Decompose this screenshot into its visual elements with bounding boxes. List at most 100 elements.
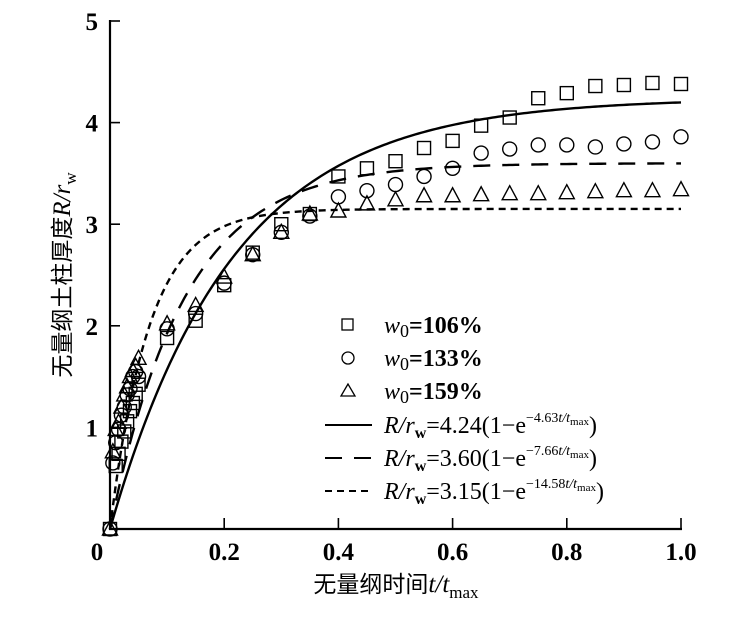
triangle-point (112, 397, 131, 414)
circle-point (559, 137, 575, 153)
x-var-t: t (428, 571, 436, 598)
y-ticks: 1 2 3 4 5 (86, 9, 120, 442)
legend-item-fit-133: R/rw=3.60(1−e−7.66t/tmax) (325, 444, 597, 475)
x-tick-label: 0.4 (323, 539, 355, 566)
legend-item-133: w0=133% (341, 346, 483, 374)
triangle-point (272, 222, 290, 240)
square-point (111, 446, 126, 462)
triangle-point (615, 181, 633, 198)
circle-point (530, 137, 546, 153)
square-point (616, 77, 632, 93)
square-point (559, 85, 574, 101)
triangle-point (118, 377, 136, 394)
circle-point (644, 134, 661, 150)
triangle-point (386, 190, 405, 207)
square-point (645, 75, 660, 91)
svg-text:R/rw=3.60(1−e−7.66t/tmax): R/rw=3.60(1−e−7.66t/tmax) (383, 444, 597, 475)
x-ticks: 0 0.2 0.4 0.6 0.8 1.0 (91, 518, 697, 566)
y-tick-label: 5 (86, 9, 99, 36)
triangle-point (186, 295, 205, 313)
square-point (473, 118, 489, 133)
triangle-point (415, 186, 433, 203)
fit-133-curve (108, 162, 682, 530)
triangle-point (115, 385, 133, 402)
svg-text:R/rw=3.15(1−e−14.58t/tmax): R/rw=3.15(1−e−14.58t/tmax) (383, 477, 604, 508)
y-tick-label: 3 (86, 212, 99, 239)
y-tick-label: 1 (86, 415, 99, 442)
triangle-point (301, 204, 319, 221)
square-point (125, 395, 141, 411)
triangle-point (109, 412, 128, 430)
triangle-point (158, 314, 176, 331)
circle-point (502, 141, 518, 157)
circle-point (473, 145, 489, 161)
square-point (128, 386, 143, 402)
legend-item-fit-159: R/rw=3.15(1−e−14.58t/tmax) (325, 477, 604, 508)
square-point (416, 140, 432, 156)
triangle-point (529, 184, 547, 201)
legend-item-fit-106: R/rw=4.24(1−e−4.63t/tmax) (325, 411, 597, 442)
legend-circle-marker (341, 351, 355, 365)
square-point (359, 161, 375, 176)
square-point (119, 414, 135, 429)
x-axis-title: 无量纲时间t/tmax (313, 571, 479, 602)
circle-point (105, 455, 121, 471)
circle-point (302, 208, 318, 224)
triangle-point (329, 201, 348, 218)
x-tick-label: 0.6 (437, 539, 468, 566)
y-tick-label: 2 (86, 314, 99, 341)
circle-point (113, 407, 130, 423)
square-point (531, 91, 546, 106)
circle-point (587, 139, 604, 155)
circle-point (187, 305, 204, 322)
y-axis-title: 无量纲土柱厚度R/rw (49, 172, 80, 378)
circle-point (416, 168, 432, 185)
axes (108, 20, 682, 531)
triangle-point (443, 186, 462, 203)
circle-point (616, 136, 632, 152)
fit-curves (108, 101, 682, 530)
fit-106-curve (108, 101, 682, 530)
square-point (388, 154, 403, 169)
svg-text:R/rw=4.24(1−e−4.63t/tmax): R/rw=4.24(1−e−4.63t/tmax) (383, 411, 597, 442)
data-markers (101, 75, 690, 537)
legend-item-159: w0=159% (339, 379, 483, 407)
y-tick-label: 4 (86, 111, 99, 138)
x-tick-label: 0 (91, 539, 104, 566)
square-point (588, 78, 603, 94)
square-point (188, 313, 203, 328)
square-point (502, 110, 517, 125)
legend: w0=106% w0=133% w0=159% R/rw=4.24(1−e−4.… (325, 313, 604, 508)
series-triangles (101, 180, 690, 536)
triangle-point (643, 181, 662, 198)
legend-square-marker (341, 318, 354, 331)
triangle-point (129, 348, 148, 366)
square-point (274, 216, 289, 232)
x-tick-label: 0.8 (551, 539, 582, 566)
svg-text:w0=106%: w0=106% (384, 313, 483, 341)
legend-triangle-marker (339, 382, 357, 397)
triangle-point (215, 267, 233, 284)
triangle-point (672, 180, 690, 197)
triangle-point (244, 245, 262, 262)
triangle-point (501, 184, 519, 201)
square-point (445, 133, 460, 149)
triangle-point (586, 182, 605, 199)
triangle-point (358, 194, 376, 211)
circle-point (387, 176, 404, 193)
triangle-point (558, 183, 576, 200)
svg-text:w0=159%: w0=159% (384, 379, 483, 407)
triangle-point (472, 185, 490, 202)
x-tick-label: 0.2 (209, 539, 240, 566)
circle-point (673, 129, 689, 145)
circle-point (444, 160, 461, 177)
svg-text:w0=133%: w0=133% (384, 346, 483, 374)
legend-item-106: w0=106% (341, 313, 483, 341)
x-tick-label: 1.0 (665, 539, 696, 566)
square-point (331, 169, 346, 184)
square-point (122, 403, 138, 419)
square-point (159, 330, 175, 346)
fit-159-curve (108, 207, 681, 530)
triangle-point (127, 356, 145, 374)
